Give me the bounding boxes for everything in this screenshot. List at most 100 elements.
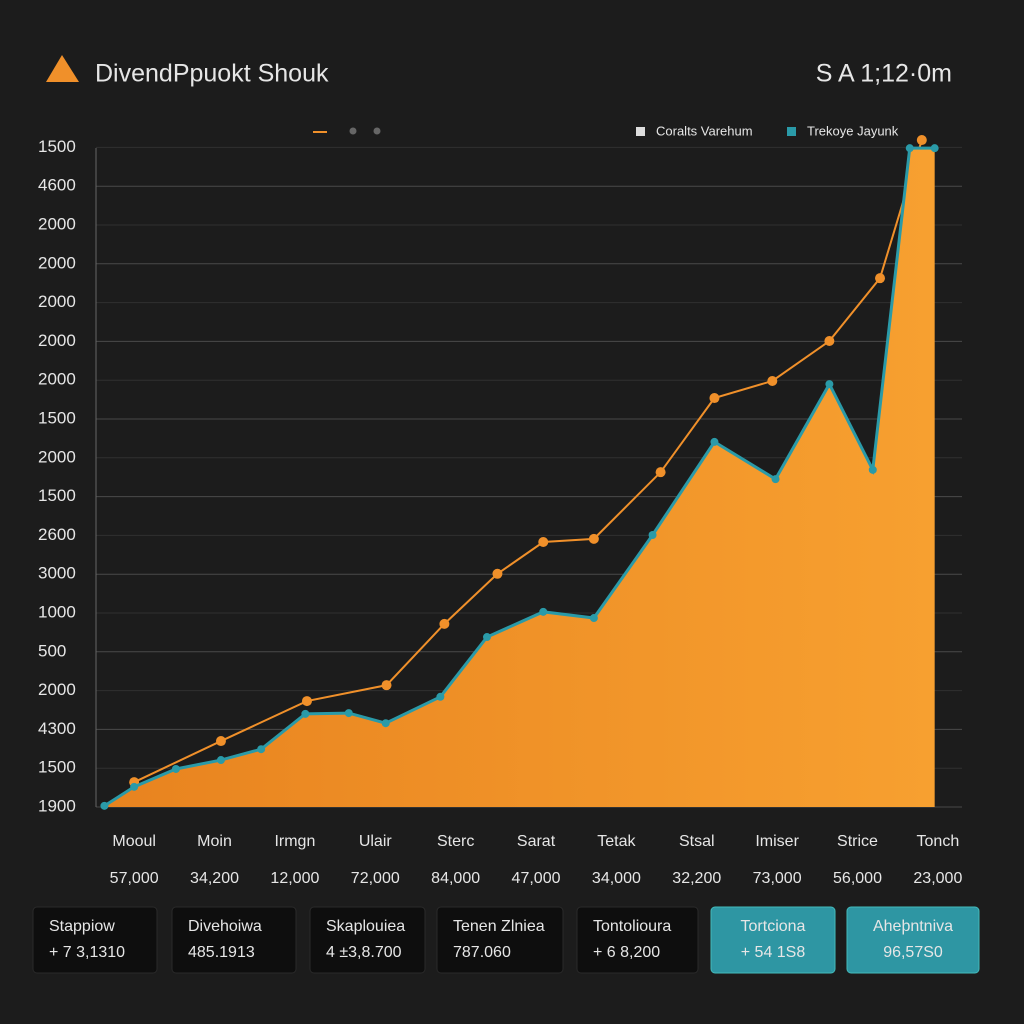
y-tick-label: 1000: [38, 602, 76, 621]
card-title: Aheþntniva: [873, 918, 953, 935]
card-value: + 54 1S8: [741, 944, 806, 961]
point: [905, 144, 914, 153]
point: [868, 465, 877, 474]
y-tick-label: 500: [38, 641, 66, 660]
card[interactable]: [171, 906, 297, 974]
point: [824, 336, 835, 347]
y-tick-label: 2000: [38, 214, 76, 233]
card-title: Tenen Zlniea: [453, 918, 545, 935]
point: [916, 135, 927, 146]
legend-label: Trekoye Jayunk: [807, 123, 899, 138]
point: [767, 375, 778, 386]
x-sub-label: 32,200: [672, 870, 721, 887]
point: [588, 533, 599, 544]
card-title: Stappiow: [49, 918, 115, 935]
card-value: 485.1913: [188, 944, 255, 961]
x-sub-label: 73,000: [753, 870, 802, 887]
card-value: + 7 3,1310: [49, 944, 125, 961]
decor: [349, 127, 357, 135]
card[interactable]: [846, 906, 980, 974]
x-tick-label: Stsal: [679, 833, 715, 850]
y-tick-label: 4600: [38, 176, 76, 195]
y-tick-label: 1500: [38, 758, 76, 777]
y-tick-label: 2000: [38, 253, 76, 272]
y-tick-label: 1500: [38, 137, 76, 156]
y-tick-label: 4300: [38, 719, 76, 738]
point: [301, 696, 312, 707]
point: [709, 393, 720, 404]
y-tick-label: 2000: [38, 292, 76, 311]
point: [436, 692, 445, 701]
x-tick-label: Moin: [197, 833, 232, 850]
point: [825, 380, 834, 389]
x-tick-label: Strice: [837, 833, 878, 850]
card-title: Skaplouiea: [326, 918, 405, 935]
x-sub-label: 23,000: [913, 870, 962, 887]
point: [301, 709, 310, 718]
logo: [46, 55, 79, 82]
point: [381, 680, 392, 691]
point: [771, 475, 780, 484]
card[interactable]: [576, 906, 699, 974]
area: [104, 148, 935, 807]
card-title: Tortciona: [741, 918, 806, 935]
clock: S A 1;12·0m: [816, 60, 952, 88]
y-tick-label: 2000: [38, 447, 76, 466]
legend-label: Coralts Varehum: [656, 123, 753, 138]
point: [257, 745, 266, 754]
x-tick-label: Tonch: [917, 833, 960, 850]
point: [381, 719, 390, 728]
y-tick-label: 1500: [38, 408, 76, 427]
x-tick-label: Ulair: [359, 833, 393, 850]
point: [930, 144, 939, 153]
x-tick-label: Sarat: [517, 833, 556, 850]
card-value: 787.060: [453, 944, 511, 961]
y-tick-label: 2600: [38, 525, 76, 544]
x-sub-label: 12,000: [270, 870, 319, 887]
point: [130, 782, 139, 791]
y-tick-label: 2000: [38, 680, 76, 699]
point: [538, 536, 549, 547]
point: [216, 756, 225, 765]
x-sub-label: 84,000: [431, 870, 480, 887]
y-tick-label: 3000: [38, 564, 76, 583]
x-sub-label: 72,000: [351, 870, 400, 887]
x-tick-label: Mooul: [112, 833, 156, 850]
x-sub-label: 56,000: [833, 870, 882, 887]
card-value: 96,57S0: [883, 944, 943, 961]
point: [655, 467, 666, 478]
card[interactable]: [309, 906, 426, 974]
y-tick-label: 2000: [38, 331, 76, 350]
card[interactable]: [32, 906, 158, 974]
x-sub-label: 47,000: [512, 870, 561, 887]
line: [133, 139, 923, 784]
point: [171, 764, 180, 773]
decor: [373, 127, 381, 135]
point: [875, 273, 886, 284]
x-sub-label: 57,000: [110, 870, 159, 887]
point: [492, 568, 503, 579]
y-tick-label: 2000: [38, 370, 76, 389]
card-value: + 6 8,200: [593, 944, 660, 961]
point: [482, 633, 491, 642]
x-sub-label: 34,200: [190, 870, 239, 887]
legend-swatch: [787, 127, 796, 136]
title: DivendPpuokt Shouk: [95, 60, 329, 88]
point: [648, 531, 657, 540]
point: [589, 614, 598, 623]
y-tick-label: 1900: [38, 796, 76, 815]
legend-swatch: [636, 127, 645, 136]
card[interactable]: [710, 906, 836, 974]
card[interactable]: [436, 906, 564, 974]
y-tick-label: 1500: [38, 486, 76, 505]
x-tick-label: Sterc: [437, 833, 474, 850]
x-tick-label: Tetak: [597, 833, 636, 850]
x-sub-label: 34,000: [592, 870, 641, 887]
point: [539, 607, 548, 616]
card-title: Tontolioura: [593, 918, 671, 935]
point: [439, 618, 450, 629]
point: [344, 709, 353, 718]
point: [710, 437, 719, 446]
